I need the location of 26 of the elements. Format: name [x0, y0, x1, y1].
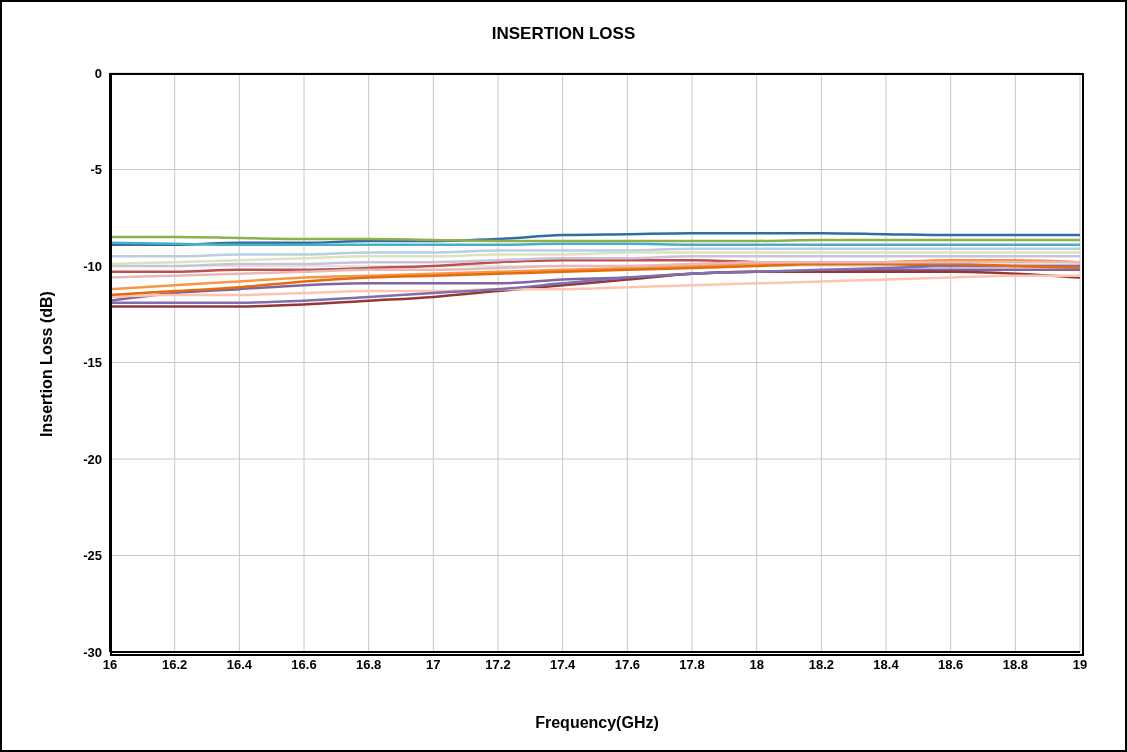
x-tick-label: 17: [426, 657, 441, 673]
y-tick-label: -30: [83, 644, 102, 660]
x-tick-label: 16.2: [162, 657, 188, 673]
x-tick-label: 17.8: [679, 657, 705, 673]
x-tick-label: 16.4: [226, 657, 253, 673]
chart-title: INSERTION LOSS: [490, 24, 637, 44]
x-tick-label: 18: [749, 657, 764, 673]
y-tick-label: -15: [83, 355, 102, 371]
y-tick-label: -25: [83, 548, 102, 564]
x-tick-label: 16.6: [291, 657, 317, 673]
y-axis-title: Insertion Loss (dB): [38, 291, 56, 437]
y-tick-label: -10: [83, 258, 102, 274]
x-tick-label: 17.6: [614, 657, 640, 673]
y-tick-label: 0: [94, 65, 102, 81]
x-tick-label: 19: [1072, 657, 1088, 673]
x-tick-label: 17.2: [485, 657, 511, 673]
x-axis-title: Frequency(GHz): [534, 714, 660, 732]
x-tick-label: 18.8: [1002, 657, 1028, 673]
x-tick-label: 16.8: [356, 657, 382, 673]
x-tick-label: 16: [102, 657, 118, 673]
x-tick-label: 17.4: [550, 657, 577, 673]
x-tick-label: 18.4: [873, 657, 900, 673]
x-tick-label: 18.2: [808, 657, 834, 673]
x-tick-label: 18.6: [938, 657, 964, 673]
y-tick-label: -5: [90, 162, 102, 178]
y-tick-label: -20: [83, 451, 102, 467]
